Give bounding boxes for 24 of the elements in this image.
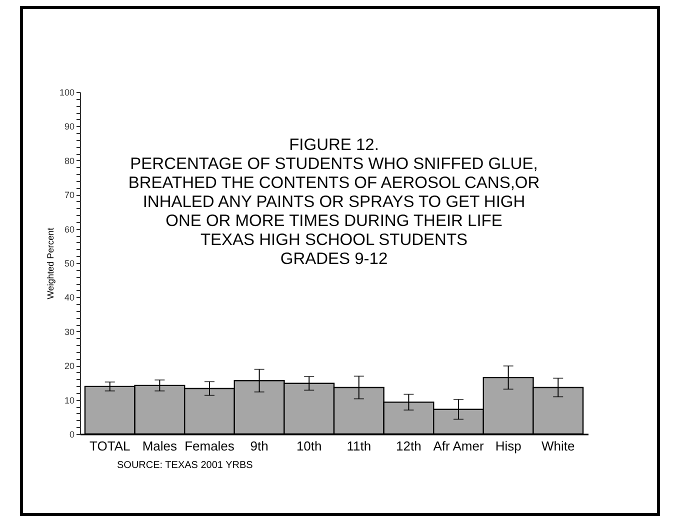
x-tick-label: 9th [250,438,268,454]
x-tick-label: Hisp [495,438,522,454]
y-tick-label: 40 [64,292,74,303]
x-tick-label: 10th [296,438,322,454]
x-tick-label: Afr Amer [433,438,484,454]
y-tick-label: 70 [64,190,74,200]
y-tick-label: 50 [64,258,74,268]
x-tick-label: White [542,438,575,454]
source-note: SOURCE: TEXAS 2001 YRBS [117,460,253,471]
text: FIGURE 12. PERCENTAGE OF STUDENTS WHO SNIFFED GLUE, BREATHED THE CONTENTS OF AEROSOL CANS,OR INHALED ANY PAINTS OR SPRAYS TO GET HIGH ONE OR MORE TIMES DURING THEIR LIFE TEXAS HIGH SCHOOL STUDENTS GRADES 9-12 [128,136,540,268]
y-axis-title: Weighted Percent [45,227,56,300]
y-tick-label: 0 [69,430,74,440]
y-tick-label: 90 [64,122,74,132]
x-tick-label: Males [142,438,178,454]
x-tick-label: TOTAL [90,438,130,454]
x-tick-label: Females [184,438,235,454]
x-tick-label: 11th [346,438,372,454]
y-tick-label: 80 [64,156,74,166]
y-tick-label: 20 [64,361,74,372]
y-tick-label: 100 [59,88,74,98]
y-tick-label: 10 [64,395,74,406]
y-tick-label: 30 [64,326,74,337]
x-tick-label: 12th [396,438,422,454]
y-tick-label: 60 [64,224,74,234]
